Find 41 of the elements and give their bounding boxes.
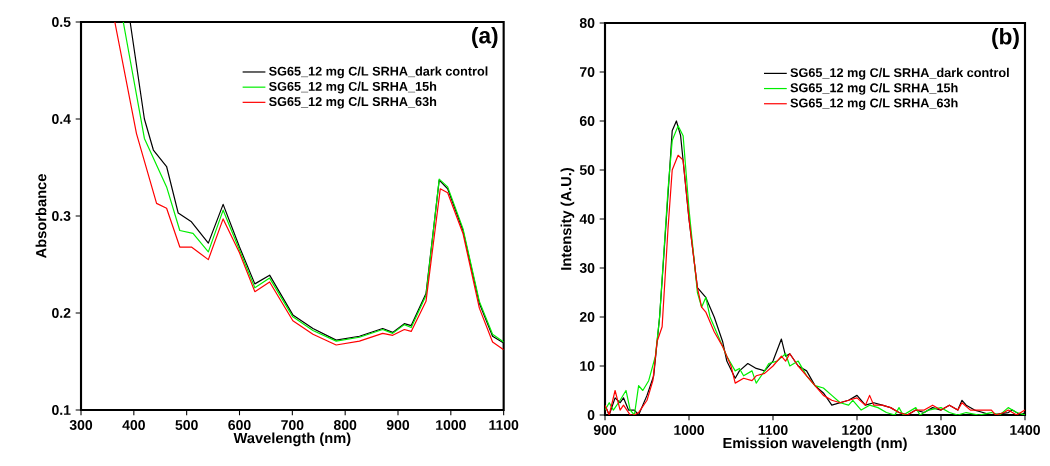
y-tick-label: 0.5	[52, 17, 71, 27]
y-axis-title: Absorbance	[35, 174, 47, 259]
legend-label: SG65_12 mg C/L SRHA_15h	[790, 82, 958, 95]
y-tick-label: 0.3	[52, 211, 71, 221]
x-tick-label: 800	[333, 420, 357, 430]
y-tick-label: 70	[580, 67, 595, 77]
y-tick-label: 30	[579, 263, 595, 273]
y-tick-label: 40	[579, 214, 595, 224]
y-tick-label: 0.2	[52, 308, 71, 318]
y-tick-label: 0	[587, 410, 595, 420]
y-tick-label: 50	[579, 165, 595, 175]
x-tick-label: 1400	[1010, 425, 1040, 435]
legend-label: SG65_12 mg C/L SRHA_63h	[790, 98, 958, 111]
x-tick-label: 700	[281, 420, 304, 430]
x-tick-label: 900	[593, 425, 617, 435]
x-tick-label: 900	[386, 420, 410, 430]
x-axis-title: Wavelength (nm)	[233, 432, 351, 447]
legend-label: SG65_12 mg C/L SRHA_15h	[269, 81, 437, 94]
y-tick-label: 10	[580, 361, 595, 371]
legend-label: SG65_12 mg C/L SRHA_dark control	[790, 67, 1009, 80]
x-tick-label: 1100	[489, 420, 519, 430]
annotation: (b)	[992, 27, 1019, 50]
x-tick-label: 1100	[758, 425, 788, 435]
x-tick-label: 1200	[842, 425, 872, 435]
legend-label: SG65_12 mg C/L SRHA_63h	[269, 96, 437, 109]
y-axis-title: Intensity (A.U.)	[560, 167, 575, 270]
y-tick-label: 80	[579, 18, 595, 28]
x-tick-label: 400	[122, 420, 145, 430]
legend-label: SG65_12 mg C/L SRHA_dark control	[269, 66, 488, 79]
y-tick-label: 20	[579, 312, 595, 322]
y-tick-label: 60	[579, 116, 595, 126]
x-tick-label: 300	[69, 420, 93, 430]
x-tick-label: 600	[228, 420, 251, 430]
y-tick-label: 0.4	[52, 114, 71, 124]
x-axis-title: Emission wavelength (nm)	[723, 437, 907, 452]
x-tick-label: 1000	[674, 425, 704, 435]
x-tick-label: 500	[175, 420, 198, 430]
y-tick-label: 0.1	[52, 405, 71, 415]
annotation: (a)	[472, 26, 498, 48]
x-tick-label: 1000	[436, 420, 466, 430]
x-tick-label: 1300	[926, 425, 956, 435]
